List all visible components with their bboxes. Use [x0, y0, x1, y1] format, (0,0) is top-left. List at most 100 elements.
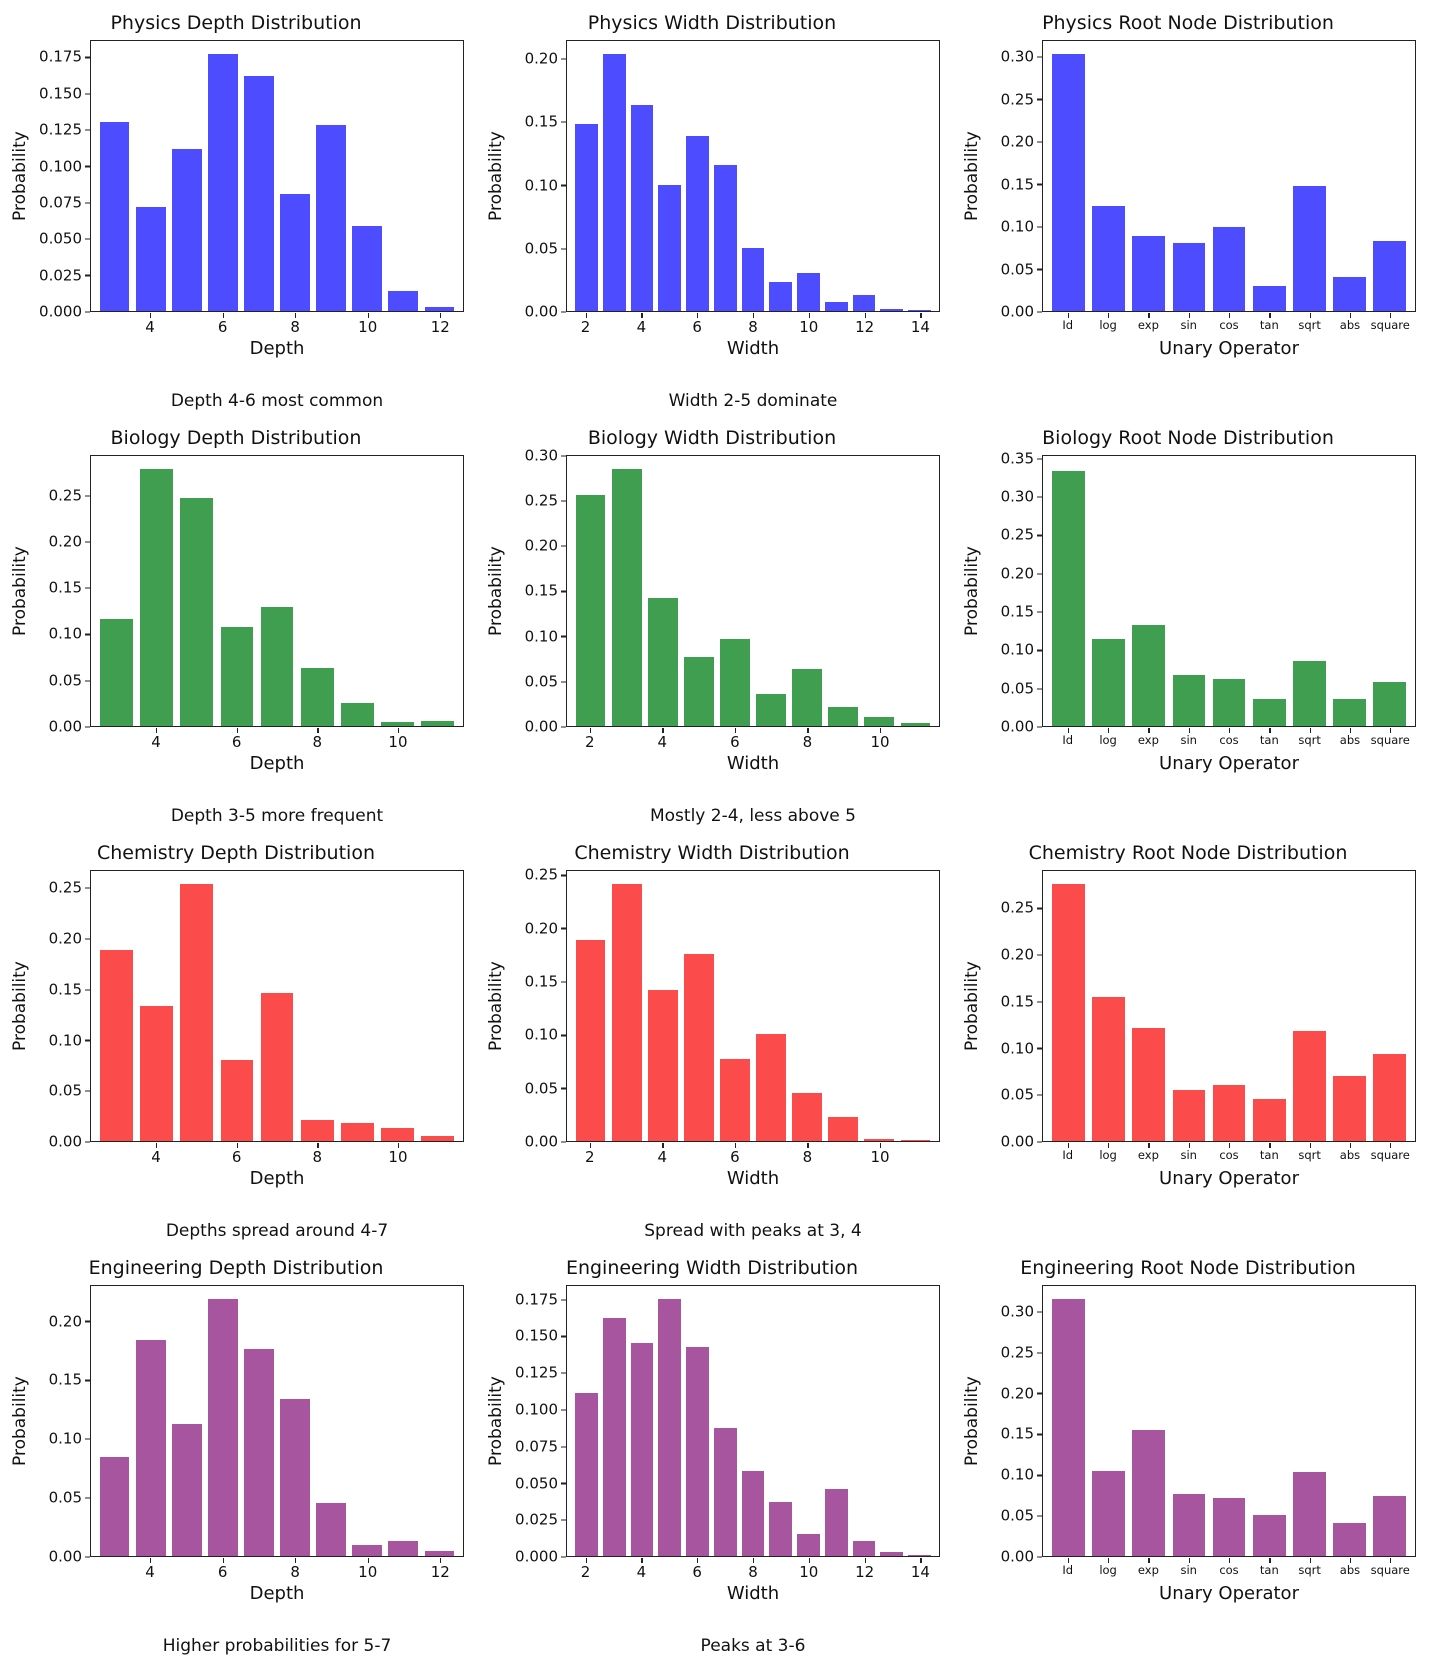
y-tick-label: 0.15: [1001, 1426, 1042, 1442]
bar: [684, 656, 714, 726]
plot-area: [566, 1285, 940, 1557]
bar-slot: [297, 456, 337, 726]
x-tick-label: 10: [350, 1557, 386, 1583]
bar-slot: [1049, 871, 1089, 1141]
bar-slot: [169, 1286, 205, 1556]
y-tick-label: 0.00: [525, 719, 566, 735]
bar: [1172, 1493, 1206, 1556]
y-tick-label: 0.10: [1001, 1041, 1042, 1056]
x-tick-label: 12: [851, 1557, 879, 1583]
x-tick-label: [600, 312, 628, 338]
bar-slot: [1049, 456, 1089, 726]
bar: [1292, 186, 1326, 311]
bar-slot: [1209, 871, 1249, 1141]
x-tick-label: [823, 312, 851, 338]
bar-slot: [377, 456, 417, 726]
bar: [686, 136, 709, 311]
bar-slot: [1209, 41, 1249, 311]
plot-area: [1042, 455, 1416, 727]
x-tick-label: 6: [717, 727, 753, 753]
bar-slot: [573, 1286, 601, 1556]
y-tick-label: 0.20: [525, 538, 566, 554]
bar: [135, 207, 166, 311]
bar: [340, 1122, 374, 1141]
chart-biology-depth: Biology Depth Distribution Probability 0…: [8, 427, 464, 830]
x-axis-label: Unary Operator: [1159, 338, 1299, 359]
x-tick-label: square: [1370, 727, 1410, 753]
y-axis-label: Probability: [10, 961, 30, 1051]
bar: [388, 1540, 419, 1556]
bar-slot: [1369, 41, 1409, 311]
x-tick-label: tan: [1249, 727, 1289, 753]
x-tick-label: [879, 1557, 907, 1583]
bar: [380, 722, 414, 726]
chart-physics-depth: Physics Depth Distribution Probability 0…: [8, 12, 464, 415]
y-tick-label: 0.00: [49, 1549, 90, 1565]
x-tick-label: [241, 1557, 277, 1583]
x-tick-label: Id: [1048, 312, 1088, 338]
x-tick-label: 10: [795, 1557, 823, 1583]
bar-slot: [1249, 41, 1289, 311]
bar: [1252, 285, 1286, 311]
bar-slot: [1249, 871, 1289, 1141]
x-axis-label: Depth: [249, 1168, 305, 1189]
bar-slot: [97, 41, 133, 311]
bar-slot: [137, 871, 177, 1141]
bar-slot: [97, 456, 137, 726]
bar-slot: [1329, 1286, 1369, 1556]
x-tick-label: 6: [204, 312, 240, 338]
x-tick-label: 10: [350, 312, 386, 338]
chart-engineering-root-node: Engineering Root Node Distribution Proba…: [960, 1257, 1416, 1660]
x-tick-label: cos: [1209, 1557, 1249, 1583]
x-tick-label: 14: [906, 1557, 934, 1583]
x-tick-label: sqrt: [1289, 727, 1329, 753]
chart-biology-root-node: Biology Root Node Distribution Probabili…: [960, 427, 1416, 830]
x-tick-label: 4: [136, 727, 176, 753]
x-tick-label: exp: [1128, 312, 1168, 338]
bar-slot: [137, 456, 177, 726]
bar-slot: [1249, 456, 1289, 726]
bar: [713, 1427, 737, 1556]
bar: [864, 1138, 895, 1141]
bar: [630, 1342, 654, 1556]
x-tick-label: log: [1088, 312, 1128, 338]
bar: [575, 494, 606, 726]
bar-slot: [1209, 1286, 1249, 1556]
y-axis-ticks: 0.00 0.05 0.10 0.15 0.20 0.25: [508, 867, 566, 1149]
bar-slot: [1289, 871, 1329, 1141]
y-axis-label: Probability: [962, 131, 982, 221]
y-tick-label: 0.00: [525, 1134, 566, 1150]
y-axis-label: Probability: [962, 546, 982, 636]
x-tick-label: [608, 1142, 644, 1168]
bar-slot: [609, 456, 645, 726]
bar-slot: [313, 41, 349, 311]
bar: [260, 992, 294, 1141]
x-tick-label: 4: [627, 1557, 655, 1583]
bar-slot: [417, 456, 457, 726]
y-tick-label: 0.25: [49, 880, 90, 896]
bar-slot: [97, 1286, 133, 1556]
bar: [1212, 678, 1246, 726]
bar: [1052, 53, 1086, 311]
y-tick-label: 0.25: [1001, 527, 1042, 543]
bar-slot: [177, 456, 217, 726]
bar-slot: [1329, 456, 1369, 726]
bar-slot: [1129, 41, 1169, 311]
x-tick-label: 2: [572, 727, 608, 753]
bar-slot: [573, 871, 609, 1141]
y-tick-label: 0.15: [525, 114, 566, 130]
x-tick-label: [608, 727, 644, 753]
bar-slot: [861, 456, 897, 726]
y-tick-label: 0.10: [49, 1033, 90, 1048]
y-axis-label: Probability: [10, 546, 30, 636]
x-tick-label: [257, 1142, 297, 1168]
bar: [140, 468, 174, 726]
bar: [99, 121, 130, 311]
y-axis-ticks: 0.00 0.05 0.10 0.15 0.20 0.25: [984, 870, 1042, 1149]
plot-area: [90, 455, 464, 727]
y-tick-label: 0.050: [515, 1476, 566, 1491]
y-tick-label: 0.15: [49, 580, 90, 596]
bar: [300, 668, 334, 726]
x-axis-ticks: 2 4 6 8 10: [566, 727, 940, 753]
